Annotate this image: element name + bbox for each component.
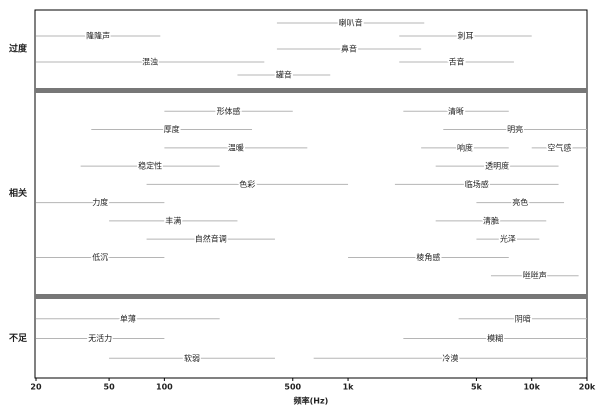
range-label: 清脆 bbox=[483, 215, 499, 225]
range-label: 丰满 bbox=[165, 215, 181, 225]
range-label: 鼻音 bbox=[341, 44, 357, 54]
plot-frame bbox=[34, 9, 588, 379]
range-label: 无活力 bbox=[88, 333, 112, 343]
x-tick-label: 50 bbox=[104, 383, 116, 392]
range-label: 响度 bbox=[457, 142, 473, 152]
x-tick-label: 5k bbox=[471, 383, 483, 392]
range-label: 透明度 bbox=[485, 161, 509, 171]
range-label: 低沉 bbox=[92, 252, 108, 262]
range-label: 模糊 bbox=[487, 333, 503, 343]
section-name: 相关 bbox=[9, 187, 27, 199]
range-label: 单薄 bbox=[120, 313, 136, 323]
section-separator bbox=[35, 88, 587, 93]
range-label: 亮色 bbox=[512, 197, 528, 207]
x-tick-label: 10k bbox=[523, 383, 540, 392]
range-label: 冷漠 bbox=[442, 353, 458, 363]
range-label: 喇叭音 bbox=[339, 18, 363, 28]
range-label: 混浊 bbox=[142, 57, 158, 67]
range-label: 稳定性 bbox=[138, 161, 162, 171]
range-label: 明亮 bbox=[507, 124, 523, 134]
section-name: 不足 bbox=[9, 333, 28, 344]
range-label: 阴暗 bbox=[515, 313, 531, 323]
range-label: 临场感 bbox=[465, 179, 489, 189]
section-name: 过度 bbox=[9, 43, 28, 55]
range-label: 清晰 bbox=[448, 106, 464, 116]
range-label: 形体感 bbox=[217, 106, 241, 116]
range-label: 温暖 bbox=[228, 143, 244, 152]
range-label: 力度 bbox=[92, 197, 108, 207]
range-label: 自然音调 bbox=[195, 234, 227, 244]
range-label: 厚度 bbox=[164, 124, 180, 134]
range-label: 空气感 bbox=[547, 142, 571, 152]
range-label: 咝咝声 bbox=[523, 270, 547, 280]
x-tick-label: 20 bbox=[30, 383, 42, 392]
range-label: 光泽 bbox=[500, 234, 516, 244]
range-label: 舌音 bbox=[449, 57, 465, 67]
x-tick-label: 20k bbox=[579, 383, 596, 392]
x-tick-label: 500 bbox=[284, 383, 301, 392]
range-label: 罐音 bbox=[276, 70, 292, 80]
range-label: 色彩 bbox=[239, 179, 255, 189]
range-label: 软弱 bbox=[184, 353, 200, 363]
x-axis-label: 频率(Hz) bbox=[294, 396, 329, 406]
section-separator bbox=[35, 294, 587, 299]
x-tick-label: 100 bbox=[156, 383, 173, 392]
range-label: 棱角感 bbox=[416, 252, 440, 262]
range-label: 刺耳 bbox=[457, 32, 473, 41]
x-tick-label: 1k bbox=[343, 383, 355, 392]
range-label: 隆隆声 bbox=[86, 31, 110, 41]
